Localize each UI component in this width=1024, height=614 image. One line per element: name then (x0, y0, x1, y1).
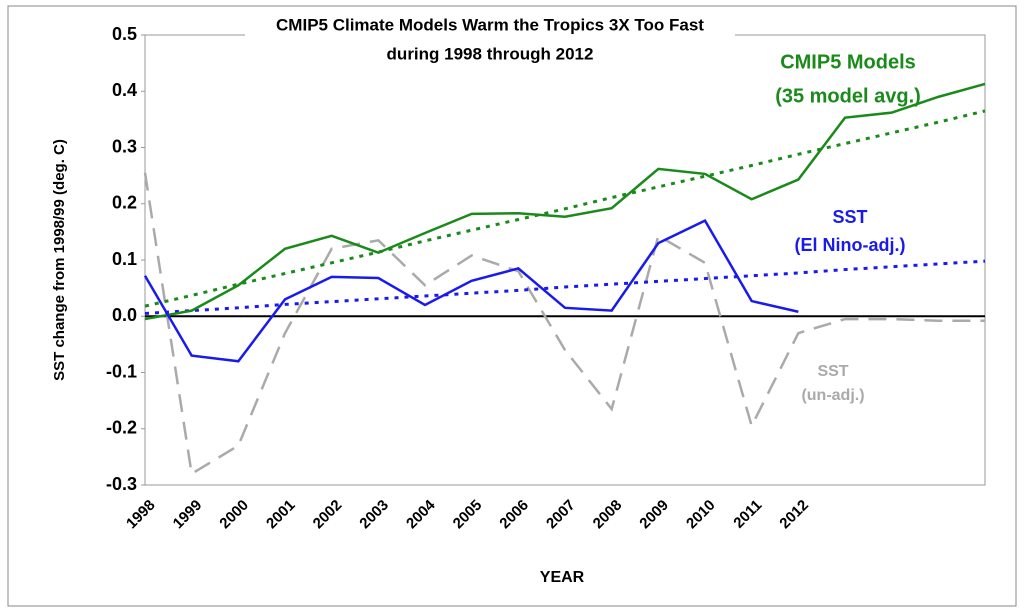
series-line (144, 259, 986, 315)
x-tick-label: 1999 (170, 497, 206, 533)
series-line (144, 109, 986, 308)
annotation: CMIP5 Models (780, 51, 916, 73)
annotation: (35 model avg.) (775, 85, 921, 107)
y-tick-label: -0.1 (106, 361, 137, 381)
x-tick-label: 2008 (590, 497, 626, 533)
title-background (245, 20, 735, 75)
x-tick-label: 2005 (450, 497, 486, 533)
x-tick-label: 2001 (263, 497, 299, 533)
y-axis-label: SST change from 1998/99 (deg. C) (51, 139, 68, 381)
x-tick-label: 2007 (543, 497, 579, 533)
y-tick-label: 0.3 (112, 136, 137, 156)
x-tick-label: 2002 (310, 497, 346, 533)
series-line (143, 218, 799, 363)
chart-title: CMIP5 Climate Models Warm the Tropics 3X… (276, 15, 704, 34)
x-tick-label: 2009 (636, 497, 672, 533)
y-tick-label: 0.5 (112, 24, 137, 44)
series-line (144, 82, 986, 321)
x-tick-label: 1998 (123, 497, 159, 533)
x-axis-label: YEAR (540, 569, 585, 586)
y-tick-label: -0.2 (106, 418, 137, 438)
x-tick-label: 2003 (356, 497, 392, 533)
x-tick-label: 2000 (216, 497, 252, 533)
annotation: SST (817, 363, 848, 380)
x-tick-label: 2006 (496, 497, 532, 533)
annotation: SST (832, 207, 867, 227)
y-tick-label: 0.2 (112, 193, 137, 213)
x-tick-label: 2010 (683, 497, 719, 533)
x-tick-label: 2004 (403, 496, 439, 532)
chart-title: during 1998 through 2012 (387, 44, 594, 63)
frame (7, 5, 1017, 607)
y-tick-label: 0.1 (112, 249, 137, 269)
y-tick-label: 0.4 (112, 80, 137, 100)
y-tick-label: 0.0 (112, 305, 137, 325)
y-tick-label: -0.3 (106, 474, 137, 494)
x-tick-label: 2011 (730, 497, 765, 532)
annotation: (El Nino-adj.) (795, 235, 906, 255)
x-tick-label: 2012 (776, 497, 812, 533)
series-line (143, 172, 985, 476)
annotation: (un-adj.) (801, 387, 864, 404)
